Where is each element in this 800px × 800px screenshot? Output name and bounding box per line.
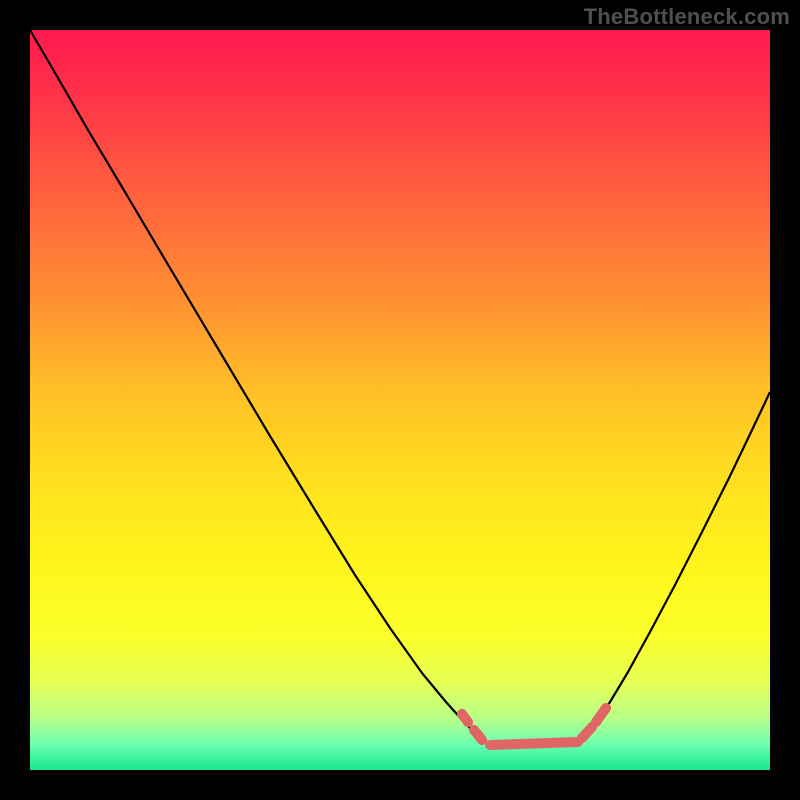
- plot-area: [30, 30, 770, 770]
- highlight-dot: [577, 733, 587, 743]
- plot-background: [30, 30, 770, 770]
- highlight-dot: [601, 703, 611, 713]
- highlight-segment: [490, 742, 578, 745]
- highlight-dot: [457, 709, 467, 719]
- highlight-dot: [477, 735, 487, 745]
- bottleneck-curve-chart: [0, 0, 800, 800]
- highlight-dot: [591, 717, 601, 727]
- highlight-dot: [469, 725, 479, 735]
- chart-stage: TheBottleneck.com: [0, 0, 800, 800]
- highlight-dot: [463, 717, 473, 727]
